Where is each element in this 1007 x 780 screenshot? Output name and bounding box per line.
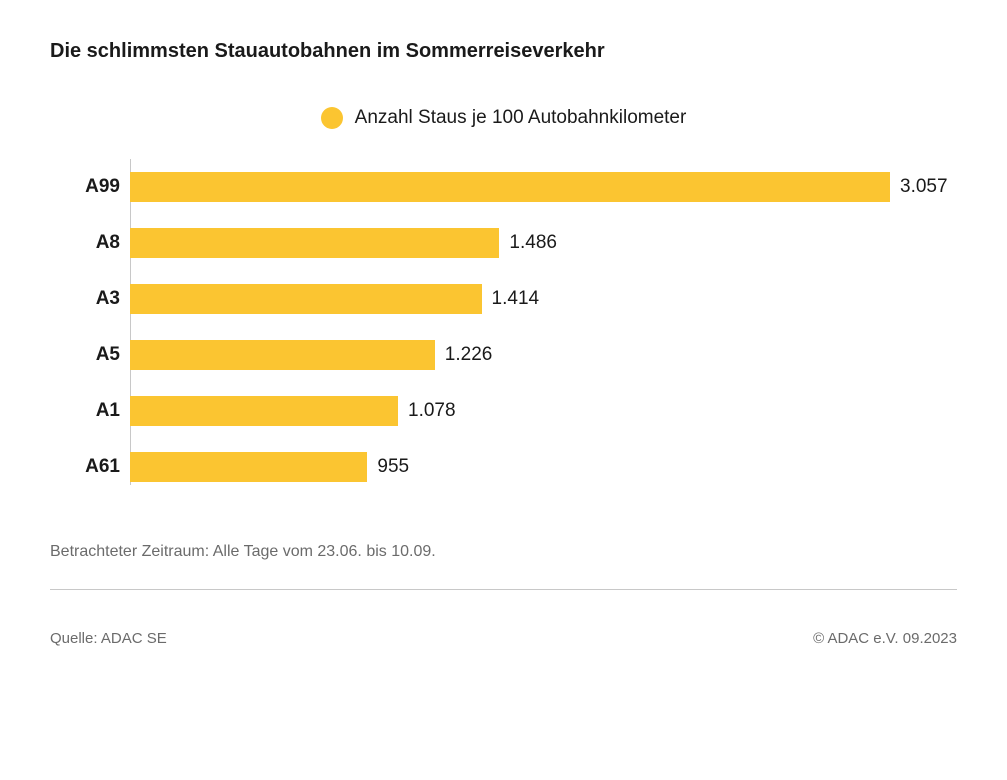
copyright-text: © ADAC e.V. 09.2023 — [813, 630, 957, 647]
bar — [130, 340, 435, 370]
bar-row: A61 955 — [130, 439, 957, 495]
category-label: A3 — [50, 288, 120, 310]
category-label: A61 — [50, 456, 120, 478]
note-text: Betrachteter Zeitraum: Alle Tage vom 23.… — [50, 543, 957, 561]
bar-row: A99 3.057 — [130, 159, 957, 215]
bar — [130, 228, 499, 258]
value-label: 1.414 — [492, 288, 540, 310]
value-label: 955 — [377, 456, 409, 478]
category-label: A8 — [50, 232, 120, 254]
bar-row: A1 1.078 — [130, 383, 957, 439]
value-label: 3.057 — [900, 176, 948, 198]
legend-dot-icon — [321, 107, 343, 129]
legend-label: Anzahl Staus je 100 Autobahnkilometer — [355, 107, 687, 129]
bar-chart: A99 3.057 A8 1.486 A3 1.414 A5 1.226 A1 … — [50, 159, 957, 495]
value-label: 1.226 — [445, 344, 493, 366]
divider-line — [50, 589, 957, 590]
footer: Quelle: ADAC SE © ADAC e.V. 09.2023 — [50, 630, 957, 647]
category-label: A99 — [50, 176, 120, 198]
bar — [130, 452, 367, 482]
source-text: Quelle: ADAC SE — [50, 630, 167, 647]
value-label: 1.486 — [509, 232, 557, 254]
chart-title: Die schlimmsten Stauautobahnen im Sommer… — [50, 40, 957, 63]
bar — [130, 284, 482, 314]
bar-row: A3 1.414 — [130, 271, 957, 327]
bar-row: A8 1.486 — [130, 215, 957, 271]
bar — [130, 172, 890, 202]
legend: Anzahl Staus je 100 Autobahnkilometer — [50, 107, 957, 129]
bar-row: A5 1.226 — [130, 327, 957, 383]
category-label: A1 — [50, 400, 120, 422]
value-label: 1.078 — [408, 400, 456, 422]
bar — [130, 396, 398, 426]
category-label: A5 — [50, 344, 120, 366]
